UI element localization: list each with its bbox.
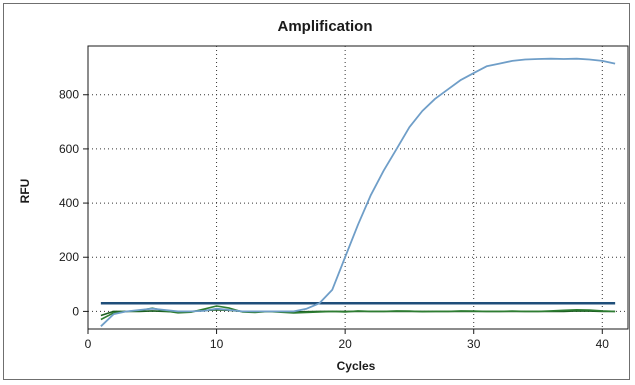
y-axis-label: RFU	[18, 179, 32, 204]
y-tick-label: 0	[72, 304, 79, 318]
y-tick-label: 200	[59, 250, 79, 264]
x-tick-label: 40	[596, 337, 610, 351]
series-line-1	[100, 57, 616, 327]
plot-area	[87, 45, 629, 330]
chart-title: Amplification	[277, 18, 372, 35]
x-tick-label: 10	[210, 337, 224, 351]
x-tick-label: 0	[85, 337, 92, 351]
x-tick-label: 30	[467, 337, 481, 351]
chart-frame: Amplification 0 10 20 30 40 0 200 400 600 800 Cyc…	[3, 3, 630, 380]
x-axis-label: Cycles	[337, 359, 376, 373]
series-line-2	[100, 305, 616, 321]
y-tick-label: 600	[59, 142, 79, 156]
y-tick-label: 400	[59, 196, 79, 210]
series-layer	[100, 57, 616, 327]
y-tick-label: 800	[59, 88, 79, 102]
x-tick-label: 20	[338, 337, 352, 351]
